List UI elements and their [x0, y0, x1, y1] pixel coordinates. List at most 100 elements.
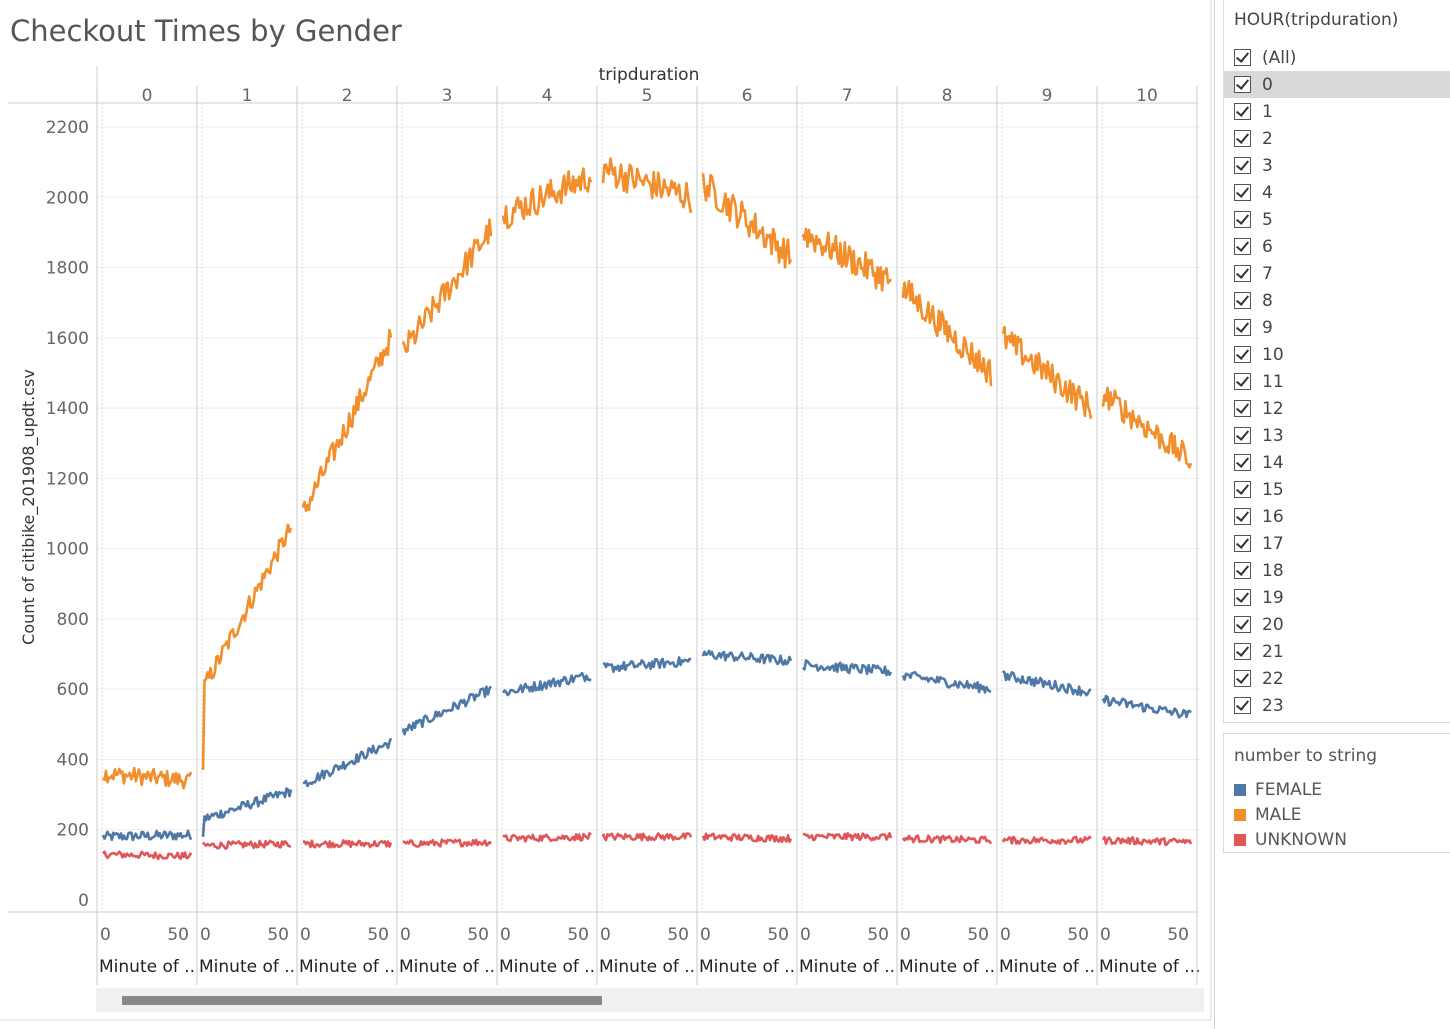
x-tick-label: 0 — [800, 925, 811, 945]
filter-item-label: 10 — [1262, 344, 1284, 365]
series-line-male — [1001, 325, 1093, 420]
checkbox-checked-icon[interactable] — [1234, 76, 1251, 93]
x-tick-label: 50 — [367, 925, 389, 945]
filter-item[interactable]: 20 — [1224, 611, 1450, 638]
y-tick-label: 600 — [57, 680, 89, 700]
checkbox-checked-icon[interactable] — [1234, 454, 1251, 471]
series-line-unknown — [802, 831, 893, 842]
filter-item[interactable]: 2 — [1224, 125, 1450, 152]
checkbox-checked-icon[interactable] — [1234, 319, 1251, 336]
series-line-unknown — [601, 832, 693, 842]
x-field-label: Minute of .. — [999, 957, 1095, 977]
x-tick-label: 0 — [400, 925, 411, 945]
filter-item[interactable]: 19 — [1224, 584, 1450, 611]
x-tick-label: 0 — [300, 925, 311, 945]
series-line-female — [501, 671, 592, 697]
filter-item[interactable]: 16 — [1224, 503, 1450, 530]
filter-item[interactable]: 22 — [1224, 665, 1450, 692]
hour-filter-card: HOUR(tripduration) (All) 0 1 2 3 4 5 6 7 8 9 10 11 12… — [1223, 0, 1450, 723]
x-tick-label: 0 — [1000, 925, 1011, 945]
filter-item[interactable]: 15 — [1224, 476, 1450, 503]
filter-item-label: 15 — [1262, 479, 1284, 500]
x-tick-label: 0 — [500, 925, 511, 945]
x-field-label: Minute of .. — [399, 957, 495, 977]
filter-item[interactable]: 6 — [1224, 233, 1450, 260]
series-line-unknown — [701, 832, 793, 844]
checkbox-checked-icon[interactable] — [1234, 103, 1251, 120]
x-tick-label: 50 — [167, 925, 189, 945]
horizontal-scrollbar[interactable] — [96, 988, 1204, 1012]
filter-item-label: 19 — [1262, 587, 1284, 608]
filter-item[interactable]: 10 — [1224, 341, 1450, 368]
series-line-male — [601, 157, 693, 214]
filter-item[interactable]: 4 — [1224, 179, 1450, 206]
checkbox-checked-icon[interactable] — [1234, 508, 1251, 525]
x-field-label: Minute of .. — [599, 957, 695, 977]
series-line-unknown — [901, 834, 993, 845]
right-panel: HOUR(tripduration) (All) 0 1 2 3 4 5 6 7 8 9 10 11 12… — [1214, 0, 1450, 1029]
checkbox-checked-icon[interactable] — [1234, 616, 1251, 633]
series-line-male — [701, 173, 793, 269]
panel-header: 2 — [342, 86, 353, 106]
checkbox-checked-icon[interactable] — [1234, 373, 1251, 390]
checkbox-checked-icon[interactable] — [1234, 535, 1251, 552]
filter-item[interactable]: 11 — [1224, 368, 1450, 395]
filter-item-label: 12 — [1262, 398, 1284, 419]
filter-item-label: 22 — [1262, 668, 1284, 689]
checkbox-checked-icon[interactable] — [1234, 157, 1251, 174]
legend-item[interactable]: MALE — [1234, 805, 1302, 825]
series-line-male — [801, 227, 893, 292]
filter-item[interactable]: 23 — [1224, 692, 1450, 719]
checkbox-checked-icon[interactable] — [1234, 670, 1251, 687]
filter-item[interactable]: 12 — [1224, 395, 1450, 422]
filter-item[interactable]: 1 — [1224, 98, 1450, 125]
filter-item[interactable]: 13 — [1224, 422, 1450, 449]
filter-item-label: 14 — [1262, 452, 1284, 473]
y-axis-title: Count of citibike_201908_updt.csv — [19, 369, 39, 645]
checkbox-checked-icon[interactable] — [1234, 184, 1251, 201]
filter-item-label: 6 — [1262, 236, 1273, 257]
checkbox-checked-icon[interactable] — [1234, 346, 1251, 363]
filter-item[interactable]: 14 — [1224, 449, 1450, 476]
filter-item[interactable]: 21 — [1224, 638, 1450, 665]
filter-item[interactable]: 7 — [1224, 260, 1450, 287]
series-line-female — [401, 685, 493, 736]
series-line-female — [701, 649, 793, 666]
filter-item[interactable]: 5 — [1224, 206, 1450, 233]
filter-item[interactable]: 18 — [1224, 557, 1450, 584]
column-header: tripduration — [599, 65, 700, 85]
filter-item[interactable]: 3 — [1224, 152, 1450, 179]
checkbox-checked-icon[interactable] — [1234, 400, 1251, 417]
series-line-unknown — [502, 831, 592, 843]
checkbox-checked-icon[interactable] — [1234, 643, 1251, 660]
scrollbar-thumb[interactable] — [122, 996, 602, 1005]
checkbox-checked-icon[interactable] — [1234, 427, 1251, 444]
series-line-female — [201, 787, 293, 837]
checkbox-checked-icon[interactable] — [1234, 481, 1251, 498]
checkbox-checked-icon[interactable] — [1234, 211, 1251, 228]
filter-item-label: 13 — [1262, 425, 1284, 446]
series-line-unknown — [302, 839, 393, 849]
filter-item[interactable]: 8 — [1224, 287, 1450, 314]
checkbox-checked-icon[interactable] — [1234, 49, 1251, 66]
checkbox-checked-icon[interactable] — [1234, 562, 1251, 579]
filter-item[interactable]: (All) — [1224, 44, 1450, 71]
checkbox-checked-icon[interactable] — [1234, 697, 1251, 714]
x-tick-label: 50 — [567, 925, 589, 945]
filter-item-label: 21 — [1262, 641, 1284, 662]
panel-header: 7 — [842, 86, 853, 106]
checkbox-checked-icon[interactable] — [1234, 292, 1251, 309]
filter-item[interactable]: 9 — [1224, 314, 1450, 341]
legend-item[interactable]: FEMALE — [1234, 780, 1322, 800]
filter-item[interactable]: 0 — [1224, 71, 1450, 98]
legend-item[interactable]: UNKNOWN — [1234, 830, 1347, 850]
filter-item[interactable]: 17 — [1224, 530, 1450, 557]
x-tick-label: 50 — [267, 925, 289, 945]
filter-item-label: 18 — [1262, 560, 1284, 581]
x-tick-label: 0 — [1100, 925, 1111, 945]
checkbox-checked-icon[interactable] — [1234, 589, 1251, 606]
checkbox-checked-icon[interactable] — [1234, 238, 1251, 255]
filter-item-label: 20 — [1262, 614, 1284, 635]
checkbox-checked-icon[interactable] — [1234, 265, 1251, 282]
checkbox-checked-icon[interactable] — [1234, 130, 1251, 147]
